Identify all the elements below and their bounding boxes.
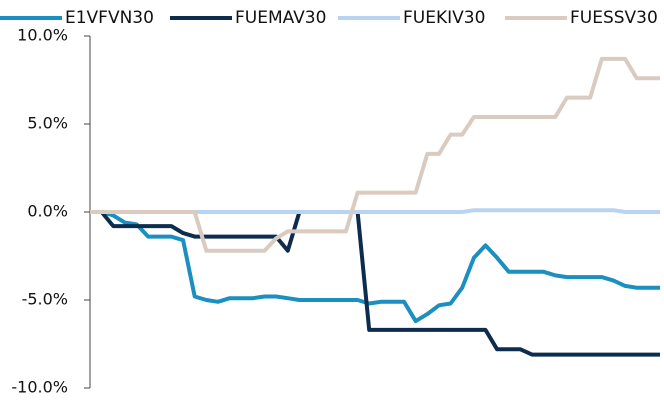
series-line — [90, 210, 660, 357]
legend-label: FUEMAV30 — [235, 8, 326, 28]
y-tick-label: 10.0% — [17, 26, 68, 45]
legend-label: FUESSV30 — [570, 8, 658, 28]
y-tick-label: 0.0% — [27, 202, 68, 221]
y-tick-label: 5.0% — [27, 114, 68, 133]
series-line — [90, 56, 660, 253]
legend-label: FUEKIV30 — [403, 8, 485, 28]
y-tick-label: -10.0% — [11, 378, 68, 397]
legend-label: E1VFVN30 — [65, 8, 154, 28]
y-tick-label: -5.0% — [22, 290, 68, 309]
series-line — [90, 210, 660, 324]
